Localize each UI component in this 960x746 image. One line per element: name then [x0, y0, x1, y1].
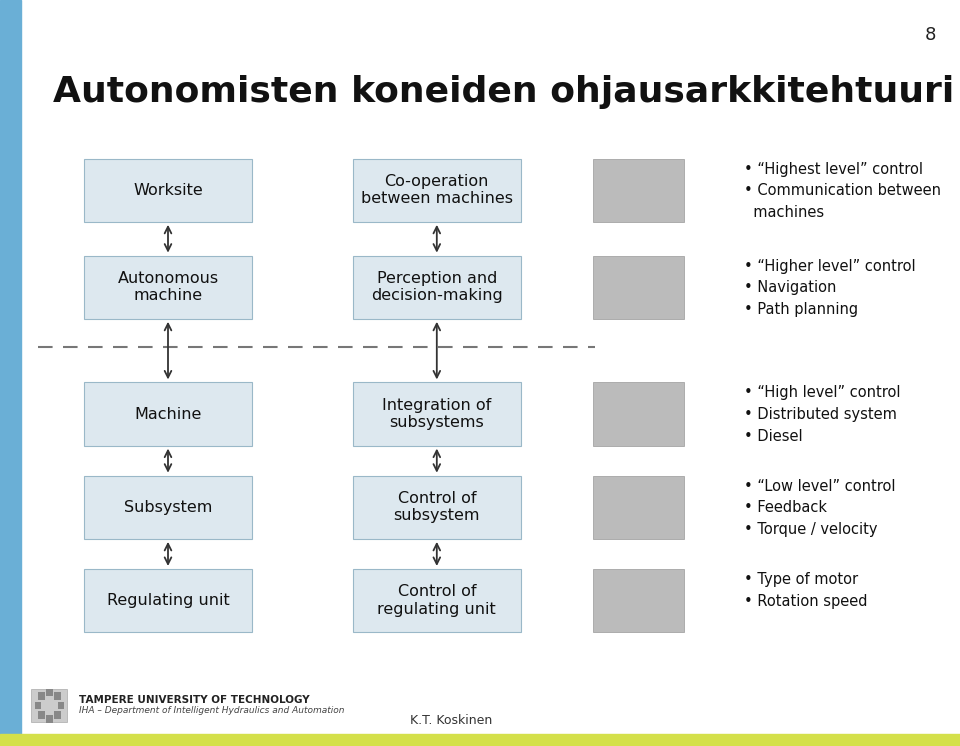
FancyBboxPatch shape [84, 158, 252, 222]
Text: • “High level” control
• Distributed system
• Diesel: • “High level” control • Distributed sys… [744, 386, 900, 444]
Text: Subsystem: Subsystem [124, 500, 212, 515]
Text: • Type of motor
• Rotation speed: • Type of motor • Rotation speed [744, 572, 868, 609]
FancyBboxPatch shape [353, 568, 520, 633]
Bar [38, 692, 45, 700]
Bar [593, 382, 684, 445]
Text: • “Low level” control
• Feedback
• Torque / velocity: • “Low level” control • Feedback • Torqu… [744, 479, 896, 537]
FancyBboxPatch shape [353, 382, 520, 445]
FancyBboxPatch shape [84, 476, 252, 539]
Text: Control of
subsystem: Control of subsystem [394, 491, 480, 524]
Bar [593, 476, 684, 539]
Bar [54, 692, 60, 700]
FancyBboxPatch shape [353, 255, 520, 319]
Text: IHA – Department of Intelligent Hydraulics and Automation: IHA – Department of Intelligent Hydrauli… [79, 706, 345, 715]
Text: Autonomous
machine: Autonomous machine [117, 271, 219, 304]
Bar [58, 702, 64, 709]
Text: • “Highest level” control
• Communication between
  machines: • “Highest level” control • Communicatio… [744, 162, 941, 220]
Bar [593, 158, 684, 222]
Bar [0, 734, 960, 746]
Text: Co-operation
between machines: Co-operation between machines [361, 174, 513, 207]
Bar [593, 255, 684, 319]
Text: Integration of
subsystems: Integration of subsystems [382, 398, 492, 430]
Text: TAMPERE UNIVERSITY OF TECHNOLOGY: TAMPERE UNIVERSITY OF TECHNOLOGY [79, 695, 309, 705]
Bar [38, 712, 45, 719]
FancyBboxPatch shape [353, 158, 520, 222]
Text: • “Higher level” control
• Navigation
• Path planning: • “Higher level” control • Navigation • … [744, 259, 916, 317]
FancyBboxPatch shape [84, 255, 252, 319]
Bar [46, 715, 53, 723]
Text: Machine: Machine [134, 407, 202, 421]
FancyBboxPatch shape [84, 568, 252, 633]
Text: K.T. Koskinen: K.T. Koskinen [410, 715, 492, 727]
Bar [31, 689, 67, 722]
Text: Control of
regulating unit: Control of regulating unit [377, 584, 496, 617]
Text: Regulating unit: Regulating unit [107, 593, 229, 608]
Bar [46, 689, 53, 696]
Bar [0, 0, 21, 746]
Bar [54, 712, 60, 719]
Text: 8: 8 [924, 26, 936, 44]
Text: Perception and
decision-making: Perception and decision-making [371, 271, 503, 304]
FancyBboxPatch shape [84, 382, 252, 445]
FancyBboxPatch shape [353, 476, 520, 539]
Text: Worksite: Worksite [133, 183, 203, 198]
Text: Autonomisten koneiden ohjausarkkitehtuuri: Autonomisten koneiden ohjausarkkitehtuur… [53, 75, 954, 109]
Bar [593, 568, 684, 633]
Bar [35, 702, 41, 709]
